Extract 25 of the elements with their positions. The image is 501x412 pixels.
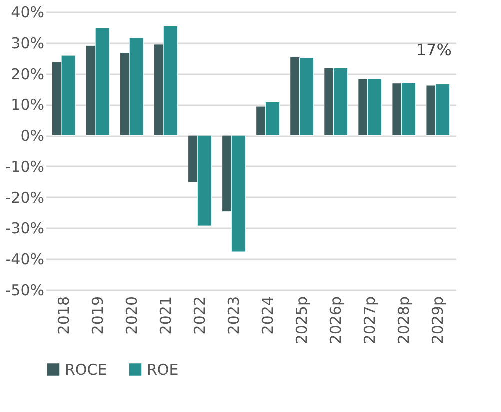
y-tick-label: -20% <box>6 188 44 207</box>
x-tick-label: 2029p <box>429 296 448 344</box>
y-tick-label: -10% <box>6 158 44 176</box>
annotation: 17% <box>416 40 452 60</box>
x-tick-label: 2025p <box>293 296 312 344</box>
x-tick-label: 2018 <box>54 296 73 335</box>
y-tick-label: -40% <box>6 250 44 269</box>
x-tick-label: 2027p <box>361 296 380 344</box>
x-tick-label: 2020 <box>122 296 141 335</box>
x-tick-label: 2024 <box>259 296 278 335</box>
x-tick-label: 2026p <box>327 296 346 344</box>
x-tick-label: 2023 <box>224 296 243 335</box>
legend-label: ROCE <box>65 360 108 379</box>
y-tick-label: 10% <box>11 96 44 114</box>
x-tick-label: 2022 <box>190 296 209 335</box>
y-tick-label: 0% <box>20 127 44 146</box>
y-tick-label: 20% <box>11 65 44 84</box>
y-tick-label: 30% <box>11 34 44 52</box>
x-tick-label: 2021 <box>156 296 175 335</box>
x-tick-label: 2028p <box>395 296 414 344</box>
y-tick-label: -50% <box>6 282 44 300</box>
x-tick-label: 2019 <box>88 296 107 335</box>
y-tick-label: -30% <box>6 220 44 238</box>
y-tick-label: 40% <box>11 4 44 22</box>
legend-label: ROE <box>147 360 179 379</box>
